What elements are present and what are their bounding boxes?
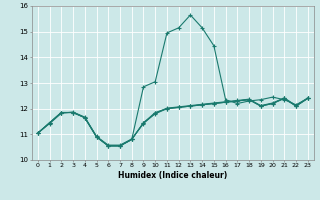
X-axis label: Humidex (Indice chaleur): Humidex (Indice chaleur) <box>118 171 228 180</box>
